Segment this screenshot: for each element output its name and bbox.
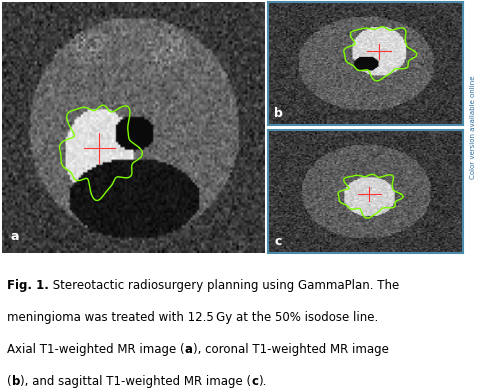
Text: ).: ). (258, 375, 266, 388)
Text: c: c (274, 235, 281, 248)
Text: ), and sagittal T1-weighted MR image (: ), and sagittal T1-weighted MR image ( (20, 375, 251, 388)
Text: ), coronal T1-weighted MR image: ), coronal T1-weighted MR image (193, 343, 388, 356)
Text: Stereotactic radiosurgery planning using GammaPlan. The: Stereotactic radiosurgery planning using… (49, 279, 398, 292)
Text: c: c (251, 375, 258, 388)
Text: (: ( (7, 375, 12, 388)
Text: b: b (274, 107, 283, 121)
Text: b: b (12, 375, 20, 388)
Text: Axial T1-weighted MR image (: Axial T1-weighted MR image ( (7, 343, 184, 356)
Text: meningioma was treated with 12.5 Gy at the 50% isodose line.: meningioma was treated with 12.5 Gy at t… (7, 311, 378, 324)
Text: a: a (184, 343, 193, 356)
Text: Fig. 1.: Fig. 1. (7, 279, 49, 292)
Text: Color version available online: Color version available online (469, 76, 475, 179)
Text: a: a (10, 230, 19, 243)
